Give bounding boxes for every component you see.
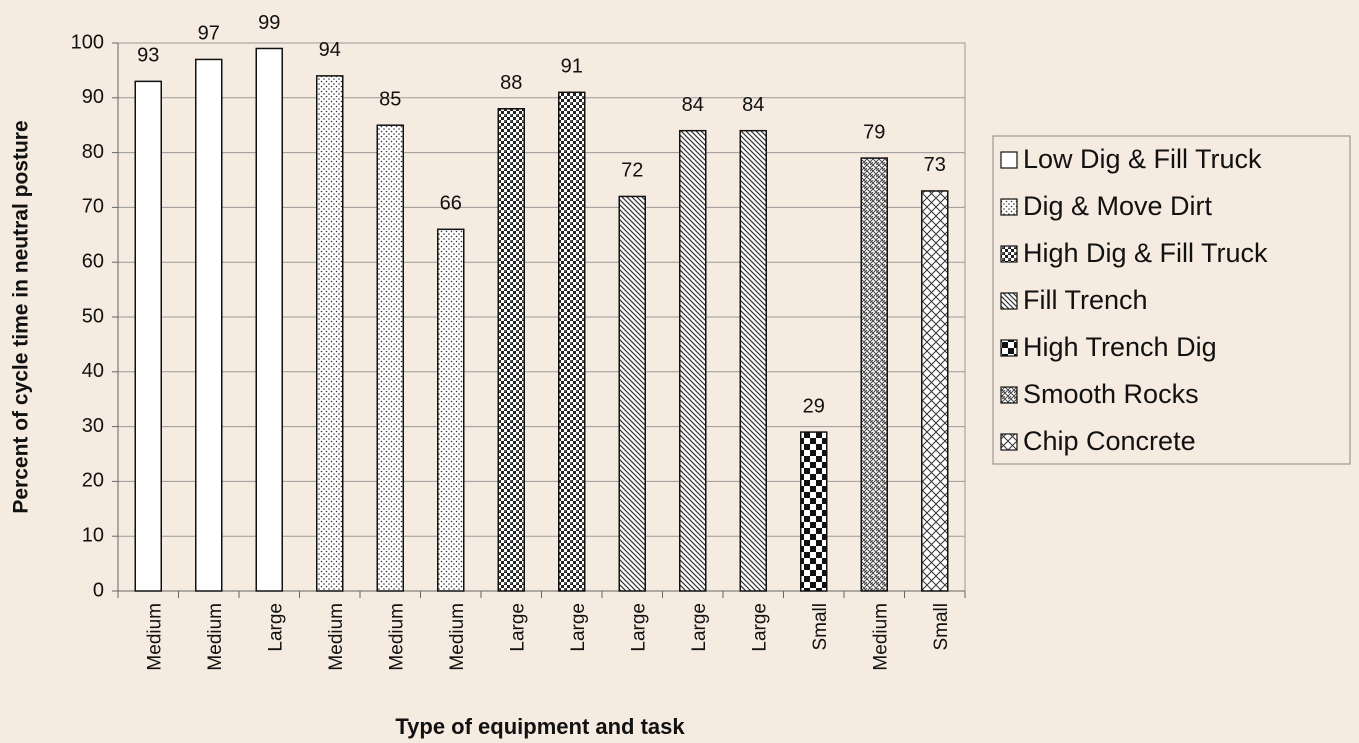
bar <box>558 91 586 592</box>
data-label: 91 <box>561 56 583 78</box>
legend-label: Chip Concrete <box>1023 426 1196 456</box>
data-label: 93 <box>137 45 159 67</box>
data-label: 79 <box>863 121 885 143</box>
y-tick-label: 60 <box>82 250 104 272</box>
x-tick-label: Large <box>568 603 589 652</box>
legend-label: Low Dig & Fill Truck <box>1023 144 1262 174</box>
data-label: 99 <box>258 12 280 34</box>
bar <box>437 228 465 592</box>
data-label: 73 <box>924 154 946 176</box>
bar <box>679 129 707 592</box>
legend-swatch <box>1000 245 1018 263</box>
y-tick-label: 40 <box>82 360 104 382</box>
bar <box>195 58 223 592</box>
bar <box>618 195 646 592</box>
legend-label: Smooth Rocks <box>1023 379 1199 409</box>
bar <box>134 80 162 592</box>
bar <box>800 431 828 592</box>
x-tick-label: Medium <box>326 603 347 671</box>
bar <box>860 157 888 592</box>
data-label: 88 <box>500 72 522 94</box>
y-tick-label: 80 <box>82 141 104 163</box>
legend-label: High Dig & Fill Truck <box>1023 238 1268 268</box>
x-tick-label: Medium <box>870 603 891 671</box>
y-tick-label: 10 <box>82 524 104 546</box>
y-tick-label: 90 <box>82 86 104 108</box>
data-label: 85 <box>379 88 401 110</box>
x-tick-label: Medium <box>144 603 165 671</box>
bar <box>376 124 404 592</box>
x-tick-label: Large <box>265 603 286 652</box>
data-label: 29 <box>803 395 825 417</box>
y-tick-label: 0 <box>93 579 104 601</box>
x-tick-label: Medium <box>386 603 407 671</box>
bar <box>255 47 283 592</box>
data-label: 84 <box>682 94 704 116</box>
x-tick-label: Medium <box>447 603 468 671</box>
data-label: 72 <box>621 160 643 182</box>
x-axis-title: Type of equipment and task <box>395 714 685 739</box>
legend-swatch <box>1000 339 1018 357</box>
data-label: 84 <box>742 94 764 116</box>
legend-swatch <box>1000 292 1018 310</box>
data-label: 97 <box>198 23 220 45</box>
y-tick-label: 20 <box>82 470 104 492</box>
x-tick-label: Large <box>749 603 770 652</box>
bar <box>739 129 767 592</box>
y-tick-label: 100 <box>71 31 104 53</box>
data-label: 66 <box>440 193 462 215</box>
x-tick-label: Small <box>931 603 952 651</box>
legend-label: Fill Trench <box>1023 285 1148 315</box>
y-tick-label: 30 <box>82 415 104 437</box>
legend-swatch <box>1000 198 1018 216</box>
y-tick-label: 70 <box>82 196 104 218</box>
legend-swatch <box>1000 433 1018 451</box>
bar <box>316 75 344 592</box>
legend <box>992 135 1351 465</box>
legend-label: High Trench Dig <box>1023 332 1217 362</box>
legend-swatch <box>1000 151 1018 169</box>
bar <box>921 190 949 592</box>
x-tick-label: Large <box>628 603 649 652</box>
legend-label: Dig & Move Dirt <box>1023 191 1213 221</box>
legend-swatch <box>1000 386 1018 404</box>
y-tick-label: 50 <box>82 305 104 327</box>
bar <box>497 108 525 592</box>
y-axis-title: Percent of cycle time in neutral posture <box>10 120 33 513</box>
data-label: 94 <box>319 39 341 61</box>
x-tick-label: Large <box>689 603 710 652</box>
x-tick-label: Medium <box>205 603 226 671</box>
x-tick-label: Large <box>507 603 528 652</box>
x-tick-label: Small <box>810 603 831 651</box>
